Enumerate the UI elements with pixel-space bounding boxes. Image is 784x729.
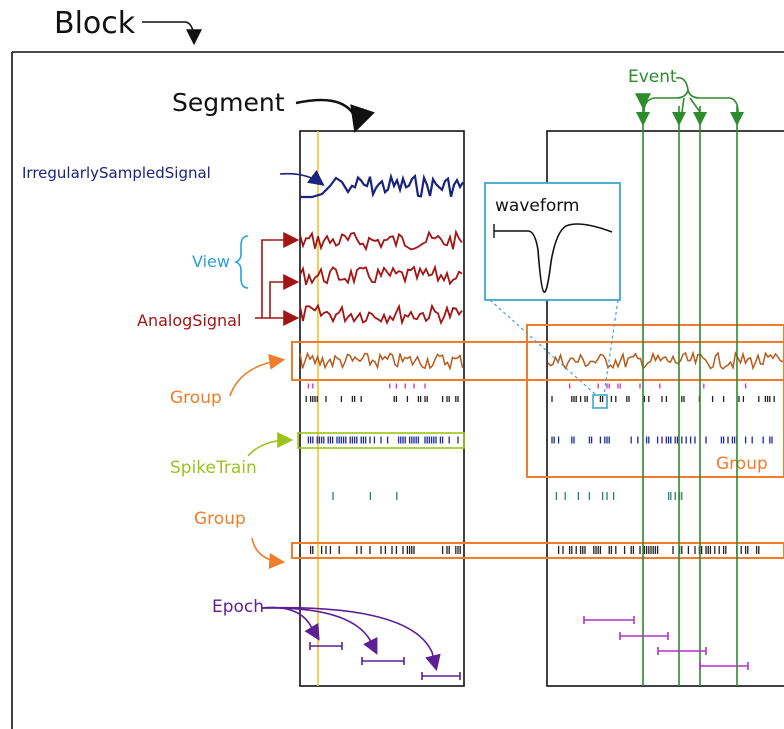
group-label-bottom: Group <box>194 509 246 529</box>
view-label: View <box>192 252 230 271</box>
spike-row-teal-right <box>555 492 683 500</box>
irregular-signal-label: IrregularlySampledSignal <box>22 164 211 182</box>
segment-arrow <box>295 98 375 133</box>
event-arrowhead-1 <box>636 112 650 126</box>
group-arrow-bottom <box>251 537 286 569</box>
spike-row-grouped-left <box>309 546 461 554</box>
waveform-label: waveform <box>495 196 579 216</box>
spiketrain-box <box>297 432 465 449</box>
waveform-inset <box>484 182 621 301</box>
analog-signal-label: AnalogSignal <box>137 311 241 330</box>
analog-arrow-1 <box>261 232 300 318</box>
event-arrowhead-3 <box>693 112 707 126</box>
group-label-right: Group <box>716 454 768 474</box>
epoch-bars-right <box>583 616 749 670</box>
segment-label: Segment <box>172 88 285 117</box>
group-box-right <box>526 324 784 478</box>
waveform-spike-highlight <box>592 394 608 409</box>
spike-row-pink-right <box>568 383 747 389</box>
group-label-top: Group <box>170 388 222 408</box>
waveform-link-2 <box>603 299 619 396</box>
spike-row-blue-left <box>307 436 459 444</box>
event-arrowhead-2 <box>672 112 686 126</box>
epoch-bars-left <box>309 642 461 680</box>
epoch-arrow-1 <box>261 606 320 641</box>
block-frame <box>11 51 784 729</box>
event-arrowhead-4 <box>730 112 744 126</box>
spiketrain-arrow <box>247 432 294 457</box>
analog-arrow-2 <box>269 274 300 318</box>
spike-row-dark-left <box>305 396 459 402</box>
block-arrow <box>142 21 202 46</box>
spike-row-blue-right <box>551 436 773 444</box>
group-box-signal <box>291 341 784 381</box>
irregular-signal-arrow <box>279 169 325 186</box>
analog-trace-2 <box>299 264 463 286</box>
spike-row-teal-left <box>332 492 398 500</box>
spike-trains <box>305 383 775 554</box>
group-arrow-top <box>229 353 286 397</box>
grouped-signal-right <box>547 350 784 371</box>
spike-row-grouped-right <box>557 546 760 554</box>
event-label: Event <box>628 67 677 87</box>
group-box-spikes <box>291 542 784 559</box>
event-bracket <box>643 76 739 113</box>
view-brace <box>233 235 249 289</box>
segment-box-left <box>299 130 465 687</box>
segment-box-right <box>546 130 784 687</box>
waveform-trace <box>494 223 613 293</box>
block-label: Block <box>54 6 136 41</box>
epoch-arrow-3 <box>261 606 441 672</box>
spiketrain-label: SpikeTrain <box>170 458 257 478</box>
epoch-label: Epoch <box>212 597 264 617</box>
grouped-signal-left <box>299 351 464 371</box>
irregular-signal-trace <box>300 172 464 199</box>
analog-trace-3 <box>299 303 463 326</box>
spike-row-dark-right <box>551 396 775 402</box>
analog-trace-1 <box>299 229 463 252</box>
spike-row-pink-left <box>307 383 426 389</box>
